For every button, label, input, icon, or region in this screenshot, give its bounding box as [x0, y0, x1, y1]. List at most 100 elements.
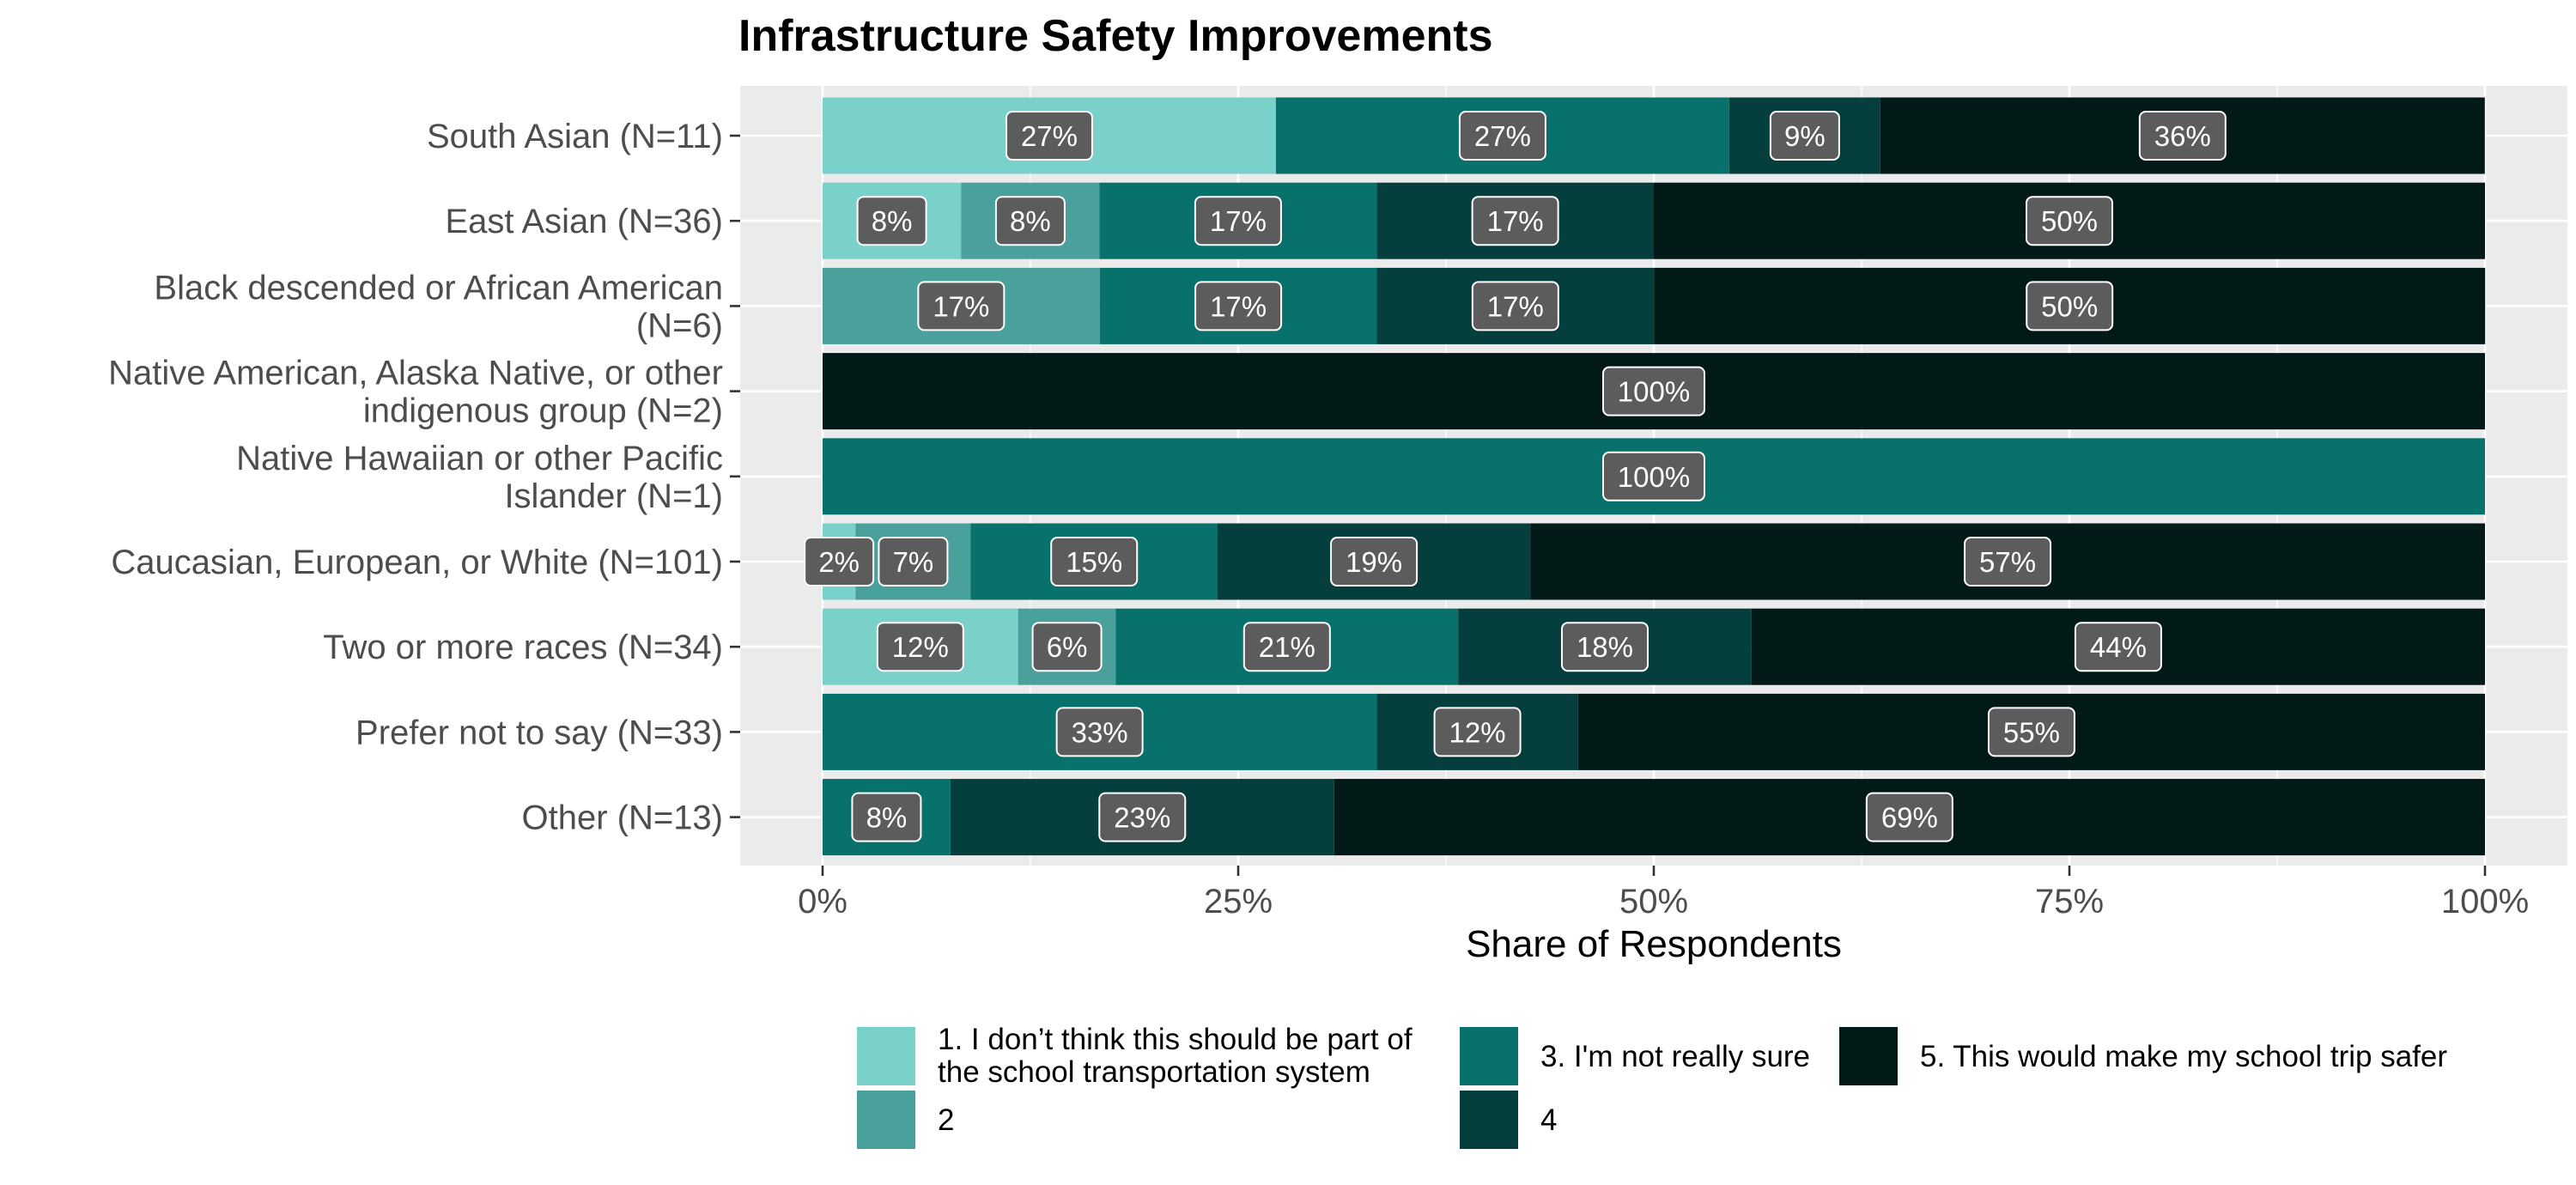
value-label: 15% [1050, 537, 1139, 586]
x-tick-label: 75% [2035, 883, 2104, 921]
value-label: 9% [1769, 111, 1840, 161]
value-label-text: 7% [893, 546, 934, 578]
value-label: 50% [2026, 281, 2114, 331]
legend-key [857, 1091, 915, 1149]
x-tick-label: 100% [2441, 883, 2529, 921]
y-tick-label: Caucasian, European, or White (N=101) [111, 544, 723, 581]
value-label: 17% [1471, 196, 1559, 246]
value-label: 57% [1964, 537, 2052, 586]
value-label-text: 17% [1487, 205, 1544, 237]
value-label: 17% [917, 281, 1005, 331]
value-label: 100% [1602, 366, 1705, 416]
value-label-box [1471, 281, 1559, 331]
value-label: 6% [1031, 622, 1103, 672]
value-label-text: 57% [1979, 546, 2036, 578]
y-tick-label: Native Hawaiian or other Pacific Islander… [236, 440, 723, 515]
value-label: 36% [2138, 111, 2227, 161]
value-label-box [878, 537, 949, 586]
legend-label: 1. I don’t think this should be part of t… [938, 1023, 1413, 1089]
value-label: 44% [2074, 622, 2162, 672]
value-label-text: 12% [892, 631, 949, 663]
value-label: 8% [856, 196, 927, 246]
value-label: 17% [1471, 281, 1559, 331]
value-label-text: 33% [1072, 716, 1128, 748]
value-label: 12% [876, 622, 964, 672]
value-label-text: 17% [933, 290, 989, 322]
value-label-text: 8% [872, 205, 913, 237]
value-label-text: 100% [1618, 461, 1690, 493]
x-axis-title: Share of Respondents [1466, 923, 1842, 965]
value-label-box [2138, 111, 2227, 161]
value-label-text: 17% [1210, 205, 1267, 237]
y-tick-label: South Asian (N=11) [427, 118, 723, 155]
value-label-box [1602, 451, 1705, 501]
legend-key [1460, 1091, 1518, 1149]
value-label-box [1055, 707, 1144, 757]
legend-item: 1. I don’t think this should be part of t… [857, 1023, 1413, 1089]
value-label: 69% [1865, 792, 1953, 842]
value-label: 21% [1242, 622, 1331, 672]
value-label-box [1194, 196, 1282, 246]
value-label-text: 21% [1259, 631, 1315, 663]
value-label: 18% [1560, 622, 1649, 672]
value-label-text: 36% [2154, 120, 2211, 152]
value-label: 8% [851, 792, 922, 842]
value-label-box [2026, 281, 2114, 331]
legend-label: 5. This would make my school trip safer [1920, 1040, 2447, 1073]
value-label-text: 27% [1021, 120, 1078, 152]
value-label-box [1242, 622, 1331, 672]
y-tick-label: Two or more races (N=34) [323, 629, 723, 666]
value-label-text: 2% [818, 546, 860, 578]
y-tick-label: East Asian (N=36) [446, 203, 724, 240]
value-label-text: 69% [1881, 802, 1938, 834]
value-label-text: 23% [1114, 802, 1170, 834]
legend-key [1839, 1027, 1898, 1085]
value-label-text: 17% [1487, 290, 1544, 322]
value-label-box [1865, 792, 1953, 842]
value-label-text: 17% [1210, 290, 1267, 322]
value-label-box [1471, 196, 1559, 246]
value-label: 17% [1194, 281, 1283, 331]
value-label: 100% [1602, 451, 1705, 501]
value-label-box [917, 281, 1005, 331]
value-label-box [2074, 622, 2162, 672]
value-label-text: 6% [1047, 631, 1088, 663]
value-label: 2% [804, 537, 875, 586]
value-label-box [1602, 366, 1705, 416]
x-tick-label: 0% [798, 883, 848, 921]
value-label-text: 50% [2041, 290, 2098, 322]
value-label-box [876, 622, 964, 672]
value-label-text: 9% [1784, 120, 1826, 152]
legend-item: 5. This would make my school trip safer [1839, 1027, 2447, 1085]
value-label-box [1005, 111, 1093, 161]
value-label: 27% [1005, 111, 1093, 161]
legend-item: 2 [857, 1091, 954, 1149]
value-label-box [1031, 622, 1103, 672]
legend-label: 3. I'm not really sure [1540, 1040, 1810, 1073]
value-label-text: 12% [1449, 716, 1506, 748]
value-label-box [804, 537, 875, 586]
value-label-box [2026, 196, 2113, 246]
value-label: 50% [2026, 196, 2113, 246]
value-label: 23% [1098, 792, 1187, 842]
value-label-text: 18% [1577, 631, 1633, 663]
y-tick-label: Prefer not to say (N=33) [355, 714, 723, 751]
value-label-box [1964, 537, 2052, 586]
value-label-box [1098, 792, 1187, 842]
value-label: 17% [1194, 196, 1282, 246]
value-label: 33% [1055, 707, 1144, 757]
value-label: 7% [878, 537, 949, 586]
value-label-text: 27% [1474, 120, 1531, 152]
value-label-box [1458, 111, 1546, 161]
legend-item: 4 [1460, 1091, 1557, 1149]
value-label-text: 55% [2003, 716, 2060, 748]
value-label: 8% [994, 196, 1066, 246]
legend-label: 4 [1540, 1103, 1557, 1137]
y-tick-label: Native American, Alaska Native, or other… [108, 355, 723, 430]
value-label-box [856, 196, 927, 246]
value-label: 12% [1433, 707, 1522, 757]
value-label-box [1194, 281, 1283, 331]
value-label-text: 8% [1010, 205, 1051, 237]
